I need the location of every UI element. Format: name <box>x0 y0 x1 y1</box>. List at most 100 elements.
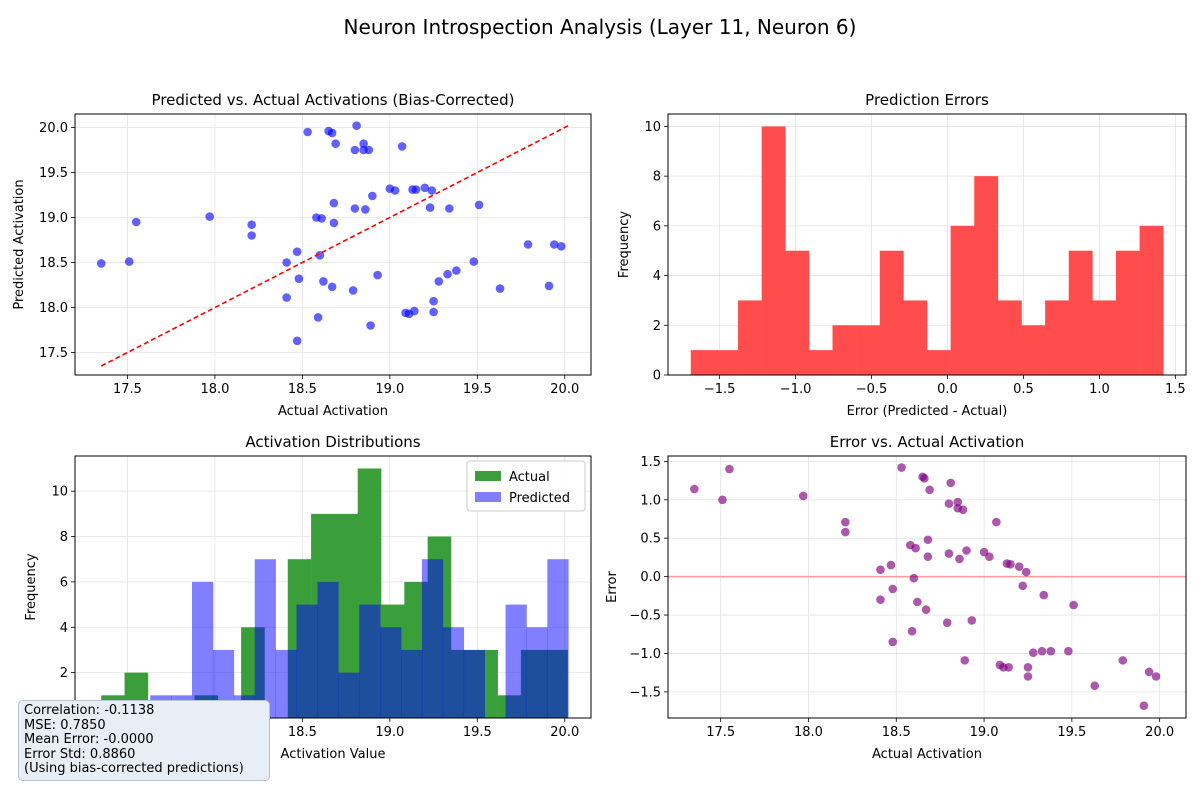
legend-swatch-actual <box>475 471 501 481</box>
panel-3-title: Activation Distributions <box>245 433 420 451</box>
error-scatter-point <box>725 464 734 474</box>
panel-4-ytick-label: 1.0 <box>640 493 661 508</box>
panel-2-xtick-label: 1.0 <box>1089 382 1110 397</box>
panel-4-ytick-label: 1.5 <box>640 455 661 470</box>
error-scatter-point <box>841 527 850 537</box>
actual-histogram-bar <box>334 513 359 718</box>
panel-3-xtick-label: 18.5 <box>288 725 317 740</box>
predicted-histogram-bar <box>275 649 297 718</box>
error-scatter-point <box>1144 667 1154 677</box>
panel-4-xtick-label: 18.0 <box>794 725 823 740</box>
panel-1-ytick-label: 17.5 <box>39 346 68 361</box>
scatter-point <box>361 205 370 214</box>
scatter-point <box>443 269 452 279</box>
panel-1-ytick-label: 19.5 <box>39 166 68 181</box>
panel-4-xtick-label: 19.0 <box>970 725 999 740</box>
error-scatter-point <box>1006 560 1015 569</box>
scatter-point <box>523 240 533 249</box>
stats-box: Correlation: -0.1138 MSE: 0.7850 Mean Er… <box>18 700 270 781</box>
error-scatter-point <box>960 656 970 665</box>
error-scatter-point <box>923 552 933 561</box>
panel-1-ytick-label: 18.0 <box>39 301 68 316</box>
error-histogram-bar <box>974 176 999 375</box>
scatter-point <box>427 186 437 195</box>
error-scatter-point <box>921 605 931 614</box>
predicted-histogram-bar <box>254 559 276 718</box>
panel-3-xtick-label: 19.5 <box>463 725 492 740</box>
panel-2-xtick-label: 0.0 <box>937 382 958 397</box>
panel-1-xtick-label: 20.0 <box>550 382 579 397</box>
scatter-point <box>292 336 302 346</box>
scatter-point <box>282 293 291 302</box>
scatter-point <box>282 258 291 267</box>
error-histogram-bar <box>1068 250 1093 375</box>
panel-4-ytick-label: −1.0 <box>629 647 661 662</box>
panel-1-ylabel: Predicted Activation <box>12 179 27 309</box>
error-scatter-point <box>907 626 917 636</box>
panel-3-ytick-label: 8 <box>60 530 68 545</box>
predicted-histogram-bar <box>359 604 381 718</box>
scatter-point <box>469 257 479 266</box>
error-scatter-point <box>946 478 956 488</box>
panel-2-ytick-label: 0 <box>653 369 661 384</box>
scatter-point <box>359 139 368 148</box>
panel-4-xtick-label: 20.0 <box>1145 725 1174 740</box>
error-scatter-point <box>876 595 885 604</box>
scatter-point <box>348 286 358 295</box>
panel-3-xlabel: Activation Value <box>281 747 386 762</box>
panel-1-ytick-label: 19.0 <box>39 211 68 226</box>
panel-1-xtick-label: 17.5 <box>113 382 142 397</box>
panel-1-xlabel: Actual Activation <box>278 404 388 419</box>
error-scatter-point <box>1018 581 1027 591</box>
scatter-point <box>317 214 326 223</box>
error-scatter-point <box>841 517 850 527</box>
error-histogram-bar <box>1021 325 1046 375</box>
identity-line <box>100 124 569 367</box>
panel-1-title: Predicted vs. Actual Activations (Bias-C… <box>152 91 515 109</box>
error-histogram-bar <box>927 350 951 375</box>
panel-1-frame <box>74 113 592 376</box>
panel-2-ylabel: Frequency <box>617 211 632 278</box>
scatter-point <box>411 185 421 194</box>
panel-4-xtick-label: 18.5 <box>882 725 911 740</box>
scatter-point <box>350 204 360 213</box>
scatter-point <box>420 183 430 193</box>
scatter-point <box>327 282 337 292</box>
error-scatter-point <box>967 616 977 625</box>
error-histogram-bar <box>690 350 715 375</box>
panel-4-xlabel: Actual Activation <box>872 747 982 762</box>
predicted-histogram-bar <box>380 627 402 718</box>
error-scatter-point <box>985 552 994 561</box>
legend-label-predicted: Predicted <box>509 491 570 506</box>
scatter-point <box>390 186 400 195</box>
scatter-point <box>313 313 323 322</box>
panel-2-frame <box>667 113 1187 376</box>
error-scatter-point <box>913 597 922 607</box>
scatter-point <box>434 277 444 286</box>
scatter-point <box>327 128 337 138</box>
predicted-histogram-bar <box>526 627 548 718</box>
predicted-histogram-bar <box>421 559 444 718</box>
panel-2-ytick-label: 8 <box>653 170 661 185</box>
panel-2-ytick-label: 2 <box>653 319 661 334</box>
error-scatter-point <box>1004 662 1013 672</box>
error-histogram-bar <box>1115 250 1140 375</box>
scatter-point <box>366 321 375 330</box>
panel-3-xtick-label: 19.0 <box>375 725 404 740</box>
predicted-histogram-bar <box>317 581 339 718</box>
error-scatter-point <box>992 517 1001 527</box>
error-scatter-point <box>942 618 952 628</box>
scatter-point <box>373 270 382 280</box>
error-scatter-point <box>1139 701 1149 711</box>
panel-2-xtick-label: −1.0 <box>780 382 812 397</box>
error-scatter-point <box>888 637 898 647</box>
predicted-histogram-bar <box>442 627 465 718</box>
legend-label-actual: Actual <box>509 470 550 485</box>
scatter-point <box>495 284 505 293</box>
error-scatter-point <box>1037 646 1047 656</box>
scatter-point <box>425 203 435 212</box>
predicted-histogram-bar <box>192 581 214 718</box>
panel-4-ytick-label: −1.5 <box>629 685 661 700</box>
scatter-point <box>329 218 339 228</box>
error-scatter-point <box>886 560 896 570</box>
